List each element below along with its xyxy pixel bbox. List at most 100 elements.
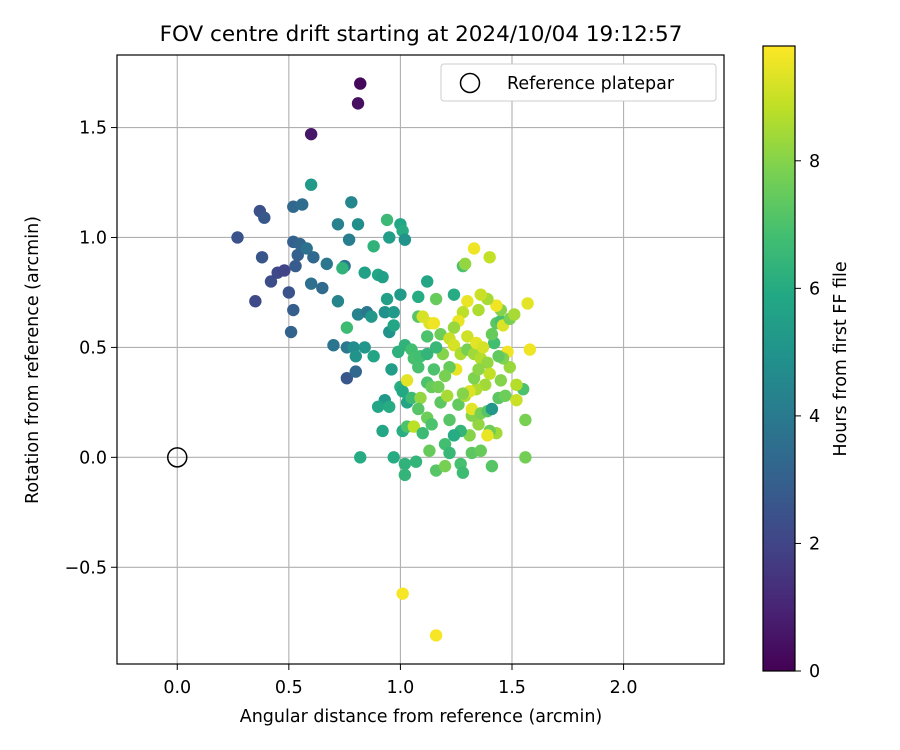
data-point — [394, 288, 407, 301]
data-point — [443, 413, 456, 427]
y-tick-label: 0.0 — [79, 448, 107, 468]
data-point — [284, 325, 298, 339]
data-point — [255, 251, 269, 264]
data-point — [427, 363, 441, 376]
data-point — [358, 266, 371, 279]
x-tick-label: 1.5 — [498, 678, 526, 698]
data-point — [432, 380, 445, 394]
colorbar-tick-label: 4 — [809, 407, 820, 427]
x-tick-label: 0.0 — [163, 678, 191, 698]
data-point — [483, 251, 496, 264]
x-tick-label: 0.5 — [275, 678, 303, 698]
y-tick-labels: −0.5 0.0 0.5 1.0 1.5 — [65, 119, 117, 578]
data-point — [398, 457, 412, 471]
data-point — [483, 367, 496, 380]
data-point — [492, 350, 505, 363]
data-point — [387, 306, 400, 319]
data-point — [340, 371, 354, 385]
data-point — [414, 391, 427, 405]
data-point — [354, 451, 367, 464]
colorbar-tick-label: 6 — [809, 279, 820, 299]
data-point — [349, 350, 362, 363]
reference-platepar-marker — [167, 447, 188, 468]
data-point — [383, 400, 396, 413]
data-point — [307, 251, 320, 264]
data-point — [351, 218, 365, 231]
data-point — [320, 257, 333, 271]
data-point — [258, 211, 271, 224]
data-point — [420, 347, 434, 361]
data-point — [378, 306, 391, 319]
data-point — [521, 297, 534, 310]
data-point — [447, 321, 461, 334]
data-point — [461, 295, 474, 308]
data-point — [385, 363, 398, 376]
data-point — [503, 360, 516, 374]
colorbar: 0 2 4 6 8 Hours from first FF file — [762, 45, 851, 682]
data-point — [472, 303, 485, 317]
legend-box — [440, 63, 717, 102]
grid-lines — [117, 55, 724, 664]
data-point — [485, 328, 499, 341]
data-point — [416, 426, 429, 440]
data-point — [365, 310, 378, 323]
x-tick-labels: 0.0 0.5 1.0 1.5 2.0 — [163, 664, 637, 698]
data-point — [456, 466, 470, 479]
data-point — [412, 290, 425, 304]
data-point — [443, 446, 456, 460]
data-point — [523, 343, 537, 356]
data-point — [485, 459, 499, 473]
y-tick-label: 1.5 — [79, 119, 107, 139]
data-point — [340, 321, 354, 334]
data-point — [387, 451, 400, 464]
data-point — [409, 455, 423, 468]
data-point — [380, 213, 394, 227]
data-point — [456, 387, 470, 400]
data-point — [420, 275, 434, 288]
data-point — [300, 242, 313, 255]
data-point — [476, 341, 490, 354]
data-point — [407, 420, 421, 433]
data-point — [387, 319, 400, 332]
data-point — [481, 356, 494, 369]
data-point — [412, 360, 425, 374]
colorbar-ticks: 0 2 4 6 8 — [795, 152, 820, 682]
data-point — [461, 330, 474, 343]
data-point — [398, 233, 412, 246]
data-point — [249, 295, 262, 308]
data-point — [342, 233, 356, 246]
legend-label: Reference platepar — [507, 74, 675, 94]
x-tick-label: 1.0 — [386, 678, 414, 698]
y-tick-label: 1.0 — [79, 228, 107, 248]
data-point — [376, 424, 389, 438]
data-point — [427, 317, 441, 330]
data-point — [367, 240, 380, 253]
legend-marker-icon — [459, 72, 481, 94]
data-point — [499, 389, 512, 402]
data-point — [282, 286, 296, 299]
data-point — [425, 418, 438, 431]
data-point — [458, 257, 472, 271]
data-point — [519, 413, 532, 427]
data-point — [289, 259, 302, 273]
data-point — [485, 402, 499, 416]
data-point — [452, 398, 465, 411]
x-axis-label: Angular distance from reference (arcmin) — [240, 707, 603, 727]
data-point — [429, 292, 443, 306]
data-point — [327, 339, 340, 352]
data-point — [429, 629, 443, 642]
data-point — [278, 264, 291, 277]
data-point — [472, 418, 485, 431]
data-point — [398, 468, 412, 482]
data-point — [304, 178, 318, 191]
data-point — [291, 248, 304, 262]
data-point — [423, 444, 436, 457]
data-point — [316, 281, 329, 295]
data-points — [231, 77, 537, 642]
data-point — [510, 393, 523, 407]
data-point — [336, 262, 349, 275]
y-axis-label: Rotation from reference (arcmin) — [23, 216, 43, 504]
data-point — [447, 288, 461, 301]
data-point — [405, 391, 418, 405]
